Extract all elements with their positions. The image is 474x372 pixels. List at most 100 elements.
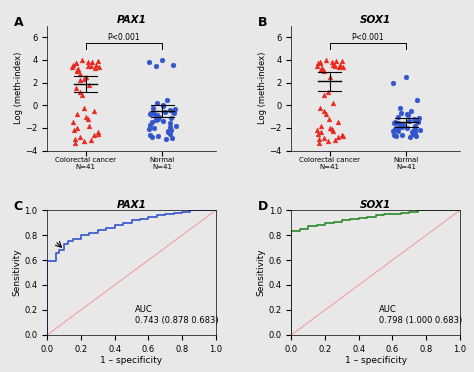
Point: [70, 127, 77, 133]
Point: [397, 110, 405, 116]
Point: [70, 61, 77, 67]
Point: [410, 127, 418, 133]
Text: P<0.001: P<0.001: [108, 33, 140, 42]
Point: [155, 133, 162, 139]
Point: [164, 129, 172, 135]
Point: [78, 57, 86, 63]
Point: [327, 74, 334, 80]
Point: [339, 64, 346, 70]
Point: [324, 89, 332, 94]
Point: [412, 133, 420, 139]
Point: [150, 105, 157, 110]
Point: [410, 131, 418, 137]
Point: [152, 113, 160, 119]
Point: [76, 134, 84, 140]
Point: [152, 62, 159, 68]
Point: [325, 116, 332, 122]
Point: [398, 122, 405, 128]
Point: [69, 64, 76, 70]
Point: [90, 108, 97, 114]
Point: [91, 65, 99, 71]
Point: [402, 74, 410, 80]
Point: [408, 129, 416, 135]
Y-axis label: Log (meth-index): Log (meth-index): [258, 52, 267, 125]
Point: [403, 111, 410, 117]
Point: [80, 138, 88, 144]
Point: [166, 124, 173, 130]
Point: [172, 123, 179, 129]
Point: [338, 132, 346, 138]
Point: [317, 67, 325, 73]
Point: [404, 112, 411, 118]
Point: [328, 126, 336, 132]
Point: [87, 137, 94, 143]
Point: [88, 59, 96, 65]
Point: [317, 129, 324, 135]
Point: [88, 62, 95, 68]
Point: [392, 133, 400, 139]
Point: [396, 124, 404, 130]
Point: [73, 60, 80, 66]
Point: [409, 131, 416, 137]
Text: P<0.001: P<0.001: [352, 33, 384, 42]
Point: [74, 66, 82, 72]
Point: [399, 132, 406, 138]
Point: [73, 67, 81, 73]
Point: [160, 103, 167, 109]
Point: [72, 85, 80, 91]
Point: [391, 132, 398, 138]
Point: [391, 119, 399, 125]
Point: [394, 128, 402, 134]
Point: [91, 132, 98, 138]
X-axis label: 1 – specificity: 1 – specificity: [345, 356, 407, 365]
Point: [82, 113, 90, 119]
Point: [152, 117, 160, 123]
Point: [318, 123, 325, 129]
Text: AUC
0.743 (0.878 0.683): AUC 0.743 (0.878 0.683): [135, 305, 219, 325]
Point: [169, 109, 177, 115]
Point: [166, 107, 173, 113]
Text: AUC
0.798 (1.000 0.683): AUC 0.798 (1.000 0.683): [379, 305, 462, 325]
Point: [150, 111, 157, 117]
Point: [390, 121, 398, 126]
Point: [76, 71, 84, 77]
Point: [146, 111, 154, 117]
Point: [320, 92, 328, 98]
Point: [329, 100, 337, 106]
Point: [170, 110, 178, 116]
Point: [164, 128, 172, 134]
Point: [406, 134, 413, 140]
Point: [318, 65, 326, 71]
Point: [414, 119, 422, 125]
Point: [415, 117, 422, 123]
Title: PAX1: PAX1: [117, 15, 146, 25]
Title: SOX1: SOX1: [360, 199, 391, 209]
Point: [315, 136, 322, 142]
Point: [85, 82, 92, 88]
Point: [394, 121, 401, 126]
Point: [396, 105, 403, 110]
Point: [166, 131, 173, 137]
Point: [394, 113, 401, 119]
Point: [73, 111, 81, 117]
Point: [146, 132, 154, 138]
Point: [320, 135, 328, 141]
Point: [94, 58, 102, 64]
Point: [317, 59, 324, 65]
Point: [328, 59, 336, 65]
Point: [317, 66, 325, 72]
Point: [78, 92, 86, 98]
Point: [399, 124, 406, 130]
Point: [405, 118, 413, 124]
Point: [80, 76, 88, 82]
Point: [332, 62, 339, 68]
Text: C: C: [14, 201, 23, 213]
Point: [410, 116, 418, 122]
Point: [154, 112, 161, 118]
Point: [414, 97, 421, 103]
Point: [147, 110, 155, 116]
Point: [150, 125, 158, 131]
Text: D: D: [258, 201, 268, 213]
Point: [95, 131, 102, 137]
Point: [411, 123, 419, 129]
